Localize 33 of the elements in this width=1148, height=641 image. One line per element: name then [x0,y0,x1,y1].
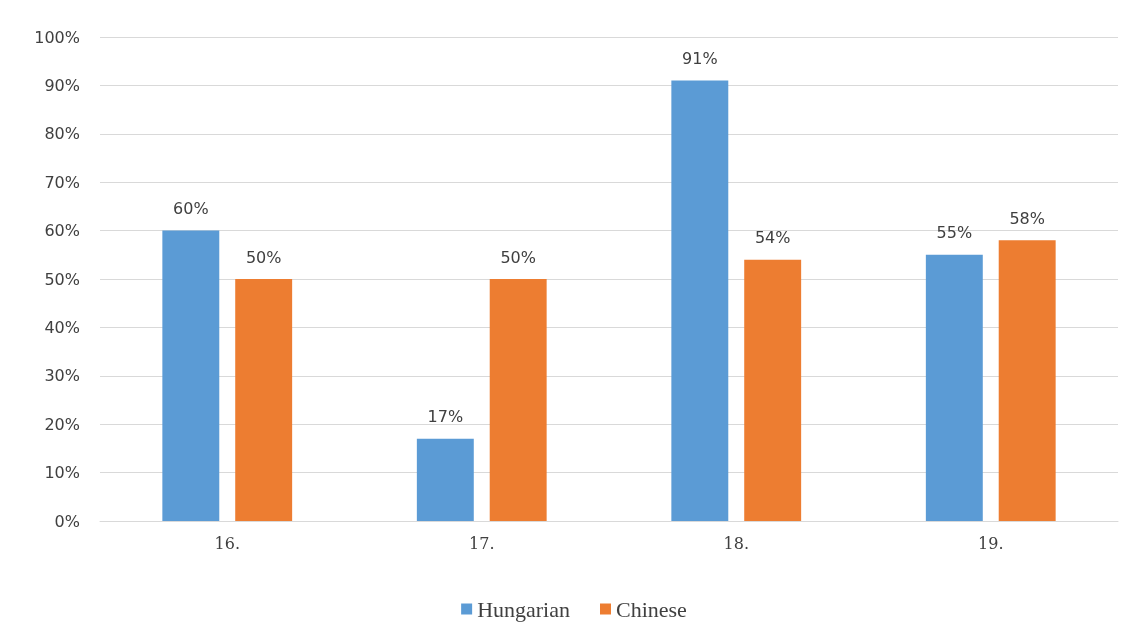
y-tick-label: 100% [34,27,80,47]
y-tick-label: 20% [44,414,80,434]
y-tick-label: 40% [44,317,80,337]
legend-label: Chinese [615,596,687,622]
data-label: 50% [500,247,536,267]
data-label: 60% [173,199,209,219]
bar [162,230,220,521]
y-tick-label: 70% [44,172,80,192]
x-tick-label: 19. [978,533,1004,553]
legend-label: Hungarian [477,596,570,622]
y-tick-label: 80% [44,124,80,144]
bar [925,254,983,521]
bar [416,438,474,521]
data-label: 58% [1009,208,1045,228]
data-label: 91% [682,49,718,69]
y-tick-label: 60% [44,221,80,241]
data-label: 50% [245,247,282,267]
bar [744,259,802,521]
y-tick-label: 0% [54,511,80,531]
bar [671,80,729,521]
data-label: 17% [427,407,464,427]
data-label: 55% [936,223,973,243]
x-tick-label: 18. [723,533,749,553]
data-label: 54% [754,228,791,248]
bar [998,240,1056,521]
bar [235,279,293,521]
y-tick-label: 10% [44,463,80,483]
x-tick-label: 16. [214,533,240,553]
x-tick-label: 17. [469,533,495,553]
y-tick-label: 50% [44,269,80,289]
y-tick-label: 30% [44,366,80,386]
bar [489,279,547,521]
y-tick-label: 90% [44,75,80,95]
